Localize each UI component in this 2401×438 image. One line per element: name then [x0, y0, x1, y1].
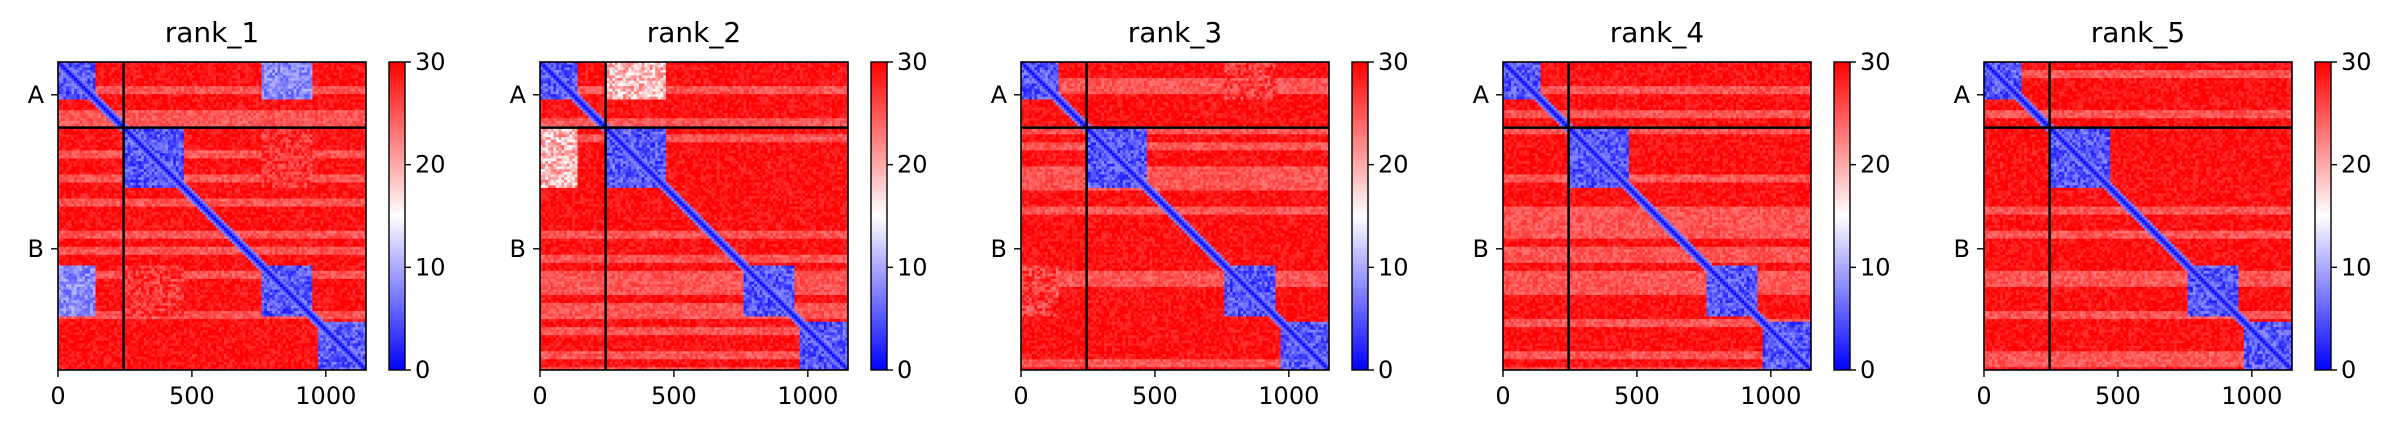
panel-rank-1: rank_1 0 500 1000 A B 0 10 20 30 — [0, 0, 480, 438]
heatmap-cells — [58, 62, 367, 371]
chart-title: rank_1 — [165, 16, 259, 49]
